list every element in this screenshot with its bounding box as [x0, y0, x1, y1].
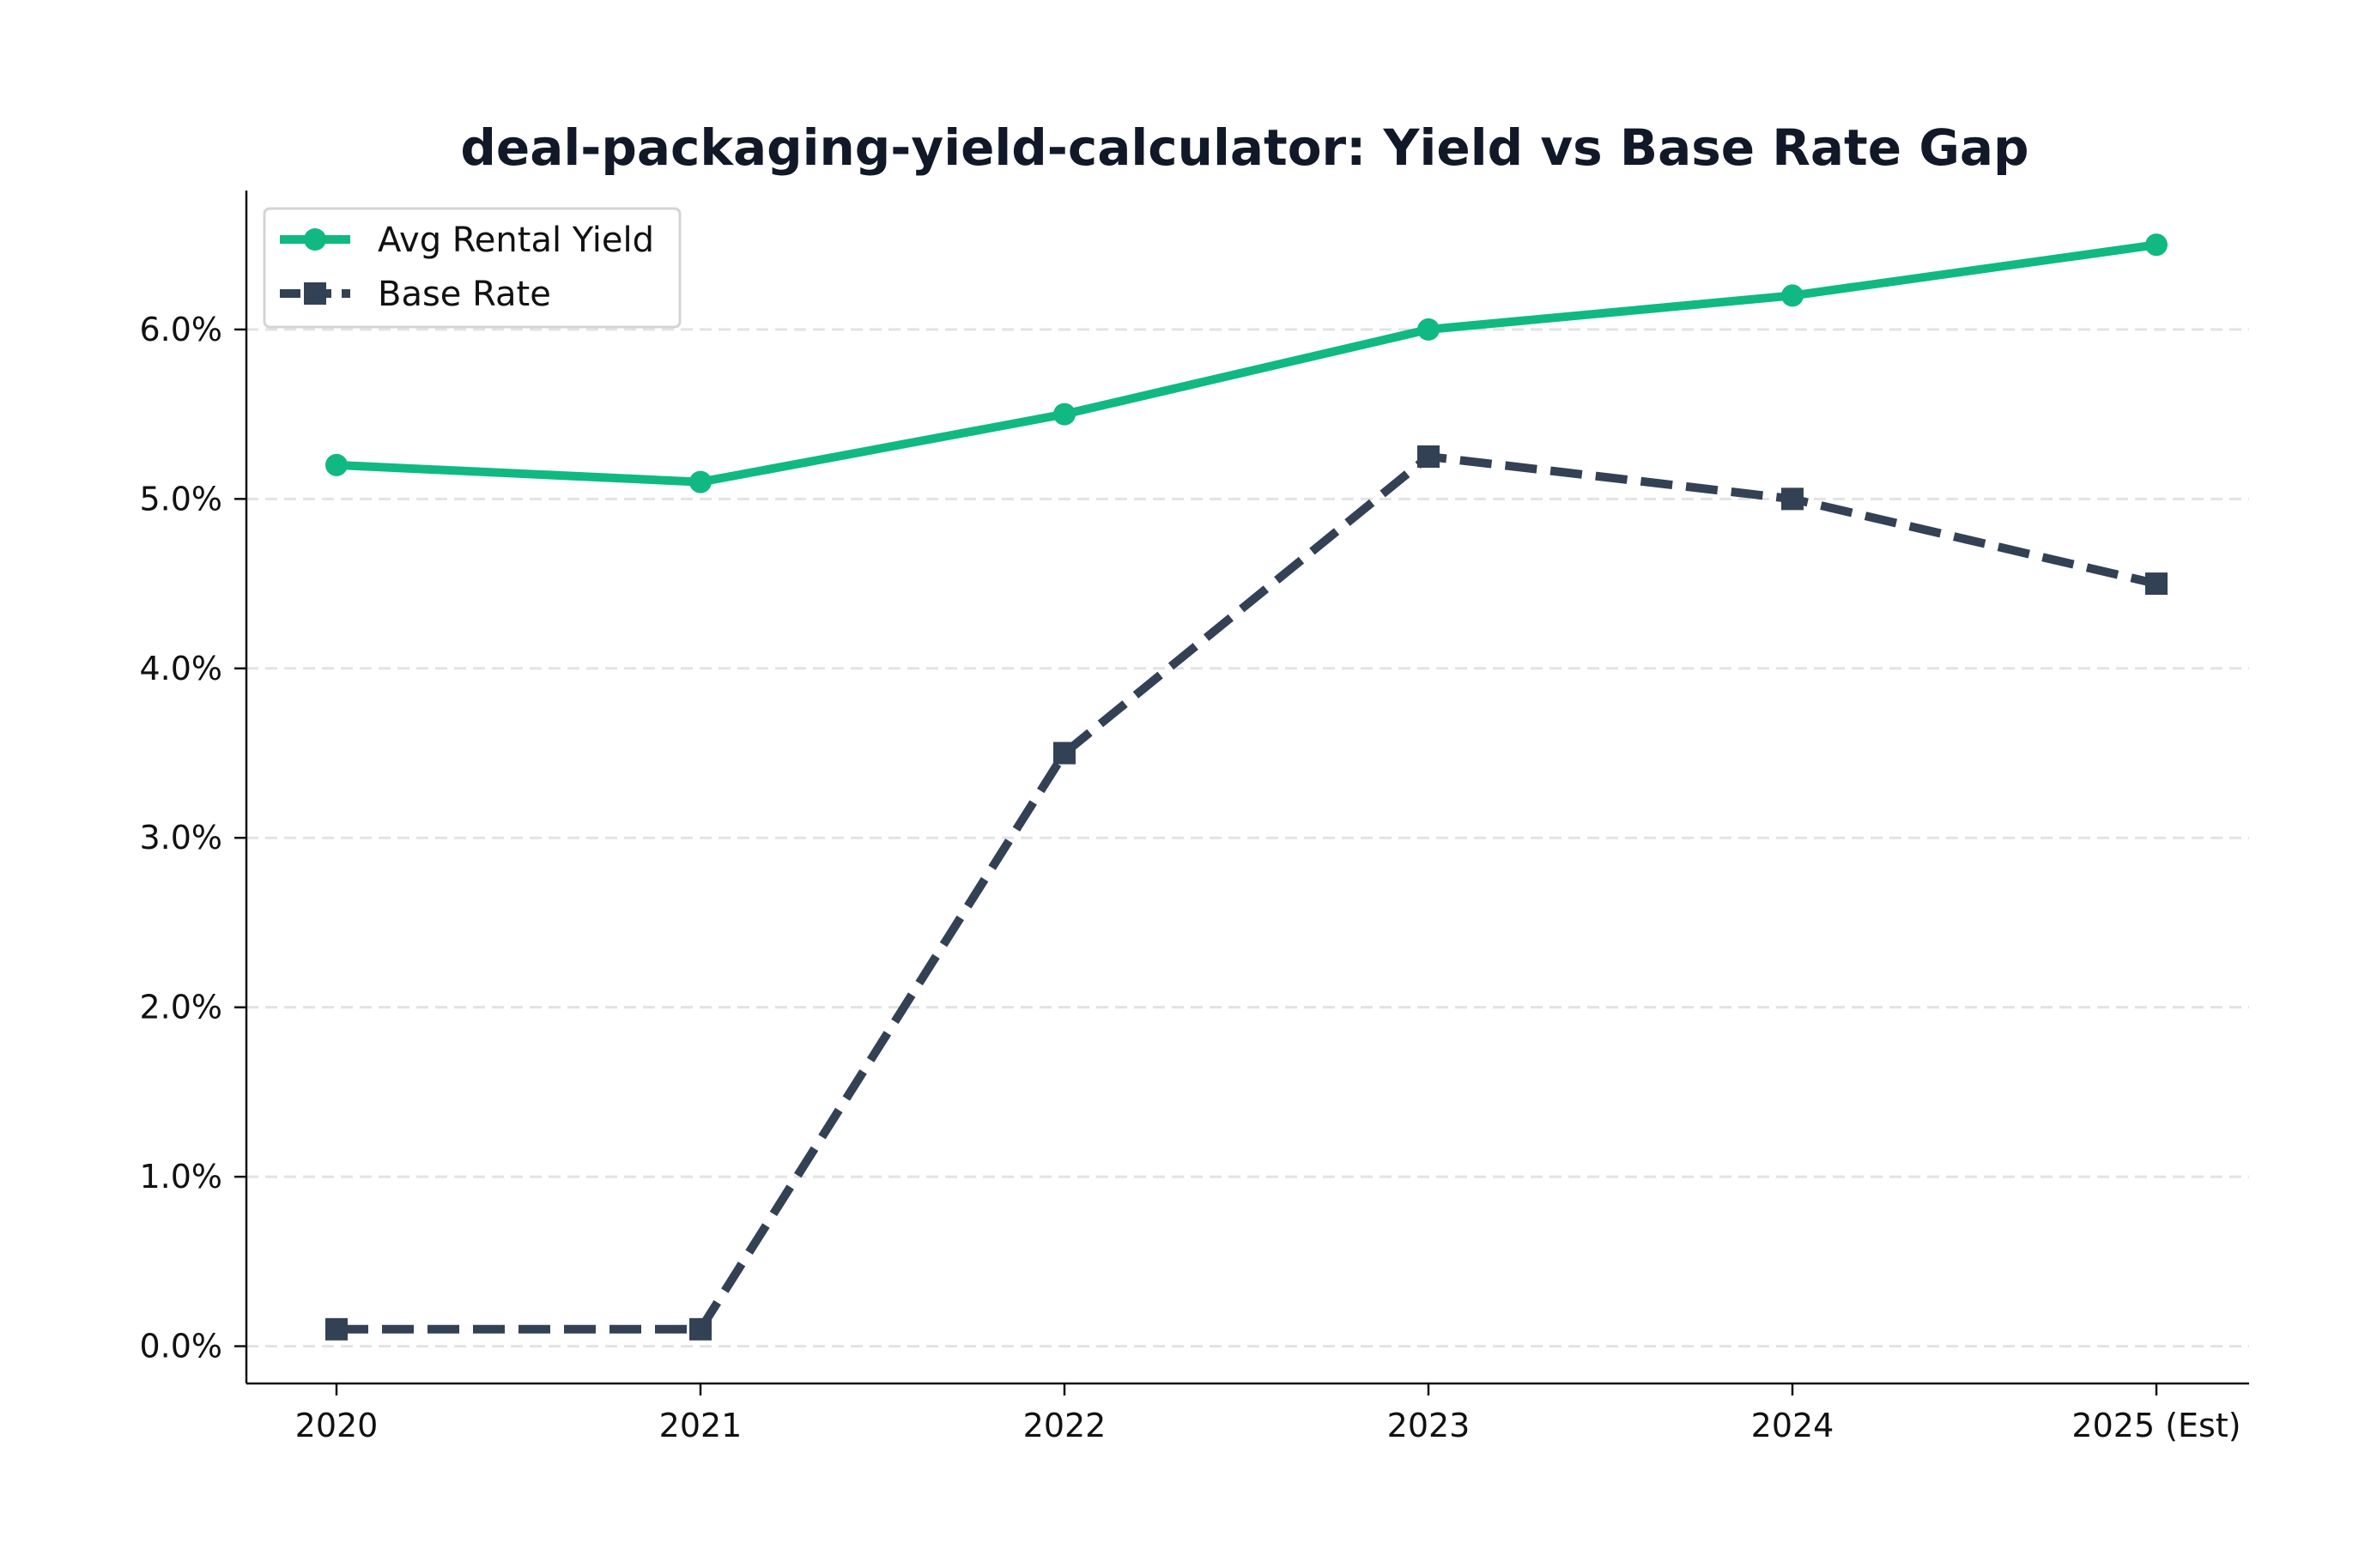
series-point — [1781, 284, 1804, 307]
y-tick-label: 4.0% — [139, 650, 222, 687]
legend-label: Avg Rental Yield — [378, 221, 654, 260]
y-tick-label: 2.0% — [139, 989, 222, 1026]
x-tick-label: 2021 — [659, 1407, 743, 1444]
series-point — [1053, 403, 1076, 426]
series-point — [689, 1317, 712, 1341]
x-axis-ticks: 2020 2021 2022 2023 2024 2025 (Est) — [295, 1383, 2241, 1444]
series-point — [689, 470, 712, 493]
legend: Avg Rental Yield Base Rate — [263, 207, 682, 329]
axes — [245, 191, 2249, 1385]
gridlines — [246, 328, 2249, 1348]
x-tick-label: 2023 — [1387, 1407, 1471, 1444]
legend-swatch-marker — [304, 228, 326, 251]
x-tick-label: 2025 (Est) — [2071, 1407, 2241, 1444]
y-axis-ticks: 0.0% 1.0% 2.0% 3.0% 4.0% 5.0% 6.0% — [139, 311, 246, 1365]
y-tick-label: 6.0% — [139, 311, 222, 348]
series-point — [2145, 233, 2168, 257]
y-tick-label: 3.0% — [139, 819, 222, 857]
y-tick-label: 0.0% — [139, 1328, 222, 1365]
series-group — [325, 233, 2168, 1341]
series-point — [325, 453, 348, 476]
series-point — [1781, 487, 1804, 511]
series-point — [1417, 318, 1440, 341]
series-point — [325, 1317, 348, 1341]
series-line-0 — [332, 240, 2161, 487]
legend-box — [263, 207, 682, 329]
series-point — [1053, 742, 1076, 765]
y-tick-label: 5.0% — [139, 480, 222, 518]
series-point — [2145, 572, 2168, 596]
legend-label: Base Rate — [378, 275, 551, 314]
chart-title: deal-packaging-yield-calculator: Yield v… — [460, 118, 2028, 177]
x-tick-label: 2022 — [1023, 1407, 1107, 1444]
y-tick-label: 1.0% — [139, 1158, 222, 1196]
series-point — [1417, 445, 1440, 468]
legend-swatch-marker — [304, 282, 326, 305]
x-tick-label: 2024 — [1751, 1407, 1834, 1444]
series-line-1 — [337, 452, 2158, 1334]
x-tick-label: 2020 — [295, 1407, 379, 1444]
